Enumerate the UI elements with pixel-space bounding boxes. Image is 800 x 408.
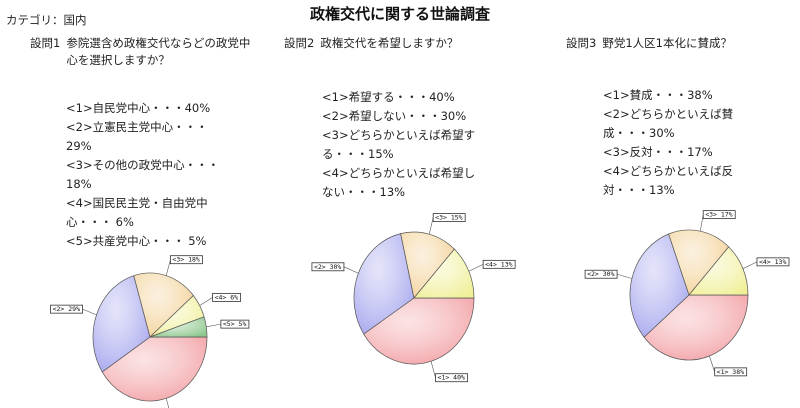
pie-label-4: <4> 13%: [742, 257, 790, 269]
q3-answer-1: <1>賛成・・・38%: [603, 88, 713, 102]
pie-chart-question-2: <1> 40% <2> 30% <3> 15% <4> 13%: [311, 213, 516, 383]
pie-label-2: <2> 29%: [50, 304, 97, 316]
pie-slice-3: [668, 229, 730, 296]
pie-slice-1: [643, 294, 749, 361]
pie-slice-4: [688, 246, 749, 296]
question-1-number: 設問1: [30, 36, 61, 50]
pie-label-text-3: <3> 18%: [172, 256, 199, 264]
q2-answer-3: <3>どちらかといえば希望する・・・15%: [322, 128, 476, 161]
pie-label-text-3: <3> 15%: [435, 214, 462, 222]
question-3-heading: 設問3 野党1人区1本化に賛成？: [566, 35, 796, 52]
q3-answer-4: <4>どちらかといえば反対・・・13%: [603, 164, 734, 197]
question-2-text: 政権交代を希望しますか？: [320, 36, 459, 50]
question-2-answers: <1>希望する・・・40% <2>希望しない・・・30% <3>どちらかといえば…: [322, 88, 482, 202]
q1-answer-3: <3>その他の政党中心・・・18%: [66, 158, 220, 191]
pie-label-4: <4> 13%: [468, 259, 516, 272]
q1-answer-4: <4>国民民主党・自由党中心・・・ 6%: [66, 196, 208, 229]
category-label: カテゴリ：国内: [6, 13, 87, 27]
pie-slice-3: [400, 231, 455, 299]
pie-label-text-4: <4> 6%: [215, 293, 239, 301]
question-1-answers: <1>自民党中心・・・40% <2>立憲民主党中心・・・29% <3>その他の政…: [66, 99, 226, 251]
q1-answer-5: <5>共産党中心・・・ 5%: [66, 234, 207, 248]
pie-slice-2: [353, 233, 415, 335]
pie-label-text-4: <4> 13%: [759, 258, 786, 266]
question-2-number: 設問2: [284, 36, 315, 50]
q3-answer-2: <2>どちらかといえば賛成・・・30%: [603, 107, 734, 140]
pie-label-text-1: <1> 38%: [717, 368, 744, 376]
pie-label-2: <2> 30%: [584, 269, 633, 279]
q1-answer-1: <1>自民党中心・・・40%: [66, 101, 211, 115]
pie-slice-4: [413, 248, 475, 299]
pie-label-text-2: <2> 30%: [587, 270, 614, 278]
pie-label-4: <4> 6%: [199, 293, 241, 306]
pie-slice-5: [149, 316, 208, 338]
pie-label-text-1: <1> 40%: [438, 374, 465, 382]
pie-label-3: <3> 15%: [428, 213, 466, 235]
pie-label-text-5: <5> 5%: [223, 320, 247, 328]
pie-label-5: <5> 5%: [206, 319, 250, 329]
question-1-text: 参院選含め政権交代ならどの政党中心を選択しますか？: [66, 36, 251, 67]
q2-answer-4: <4>どちらかといえば希望しない・・・13%: [322, 166, 476, 199]
q2-answer-1: <1>希望する・・・40%: [322, 90, 455, 104]
pie-label-text-2: <2> 29%: [53, 305, 80, 313]
pie-chart-question-3: <1> 38% <2> 30% <3> 17% <4> 13%: [584, 210, 790, 377]
question-3-answers: <1>賛成・・・38% <2>どちらかといえば賛成・・・30% <3>反対・・・…: [603, 86, 763, 200]
pie-slice-2: [92, 275, 151, 373]
pie-label-text-2: <2> 30%: [314, 263, 341, 271]
question-2-heading: 設問2 政権交代を希望しますか？: [284, 35, 534, 52]
q3-answer-3: <3>反対・・・17%: [603, 145, 713, 159]
q1-answer-2: <2>立憲民主党中心・・・29%: [66, 120, 208, 153]
pie-label-1: <1> 38%: [709, 355, 748, 377]
question-3-number: 設問3: [566, 36, 597, 50]
q2-answer-2: <2>希望しない・・・30%: [322, 109, 467, 123]
question-1-heading: 設問1 参院選含め政権交代ならどの政党中心を選択しますか？: [30, 35, 260, 69]
pie-label-2: <2> 30%: [311, 262, 359, 274]
pie-label-1: <1> 40%: [165, 398, 170, 408]
pie-slice-2: [629, 233, 690, 338]
page-title: 政権交代に関する世論調査: [309, 5, 490, 23]
pie-label-3: <3> 18%: [165, 255, 203, 276]
pie-label-text-4: <4> 13%: [485, 260, 512, 268]
pie-label-3: <3> 17%: [699, 210, 736, 232]
pie-label-text-3: <3> 17%: [705, 211, 732, 219]
pie-label-1: <1> 40%: [430, 361, 468, 383]
question-3-text: 野党1人区1本化に賛成？: [602, 36, 732, 50]
pie-chart-question-1: <1> 40% <2> 29% <3> 18% <4> 6% <5> 5%: [50, 255, 250, 408]
